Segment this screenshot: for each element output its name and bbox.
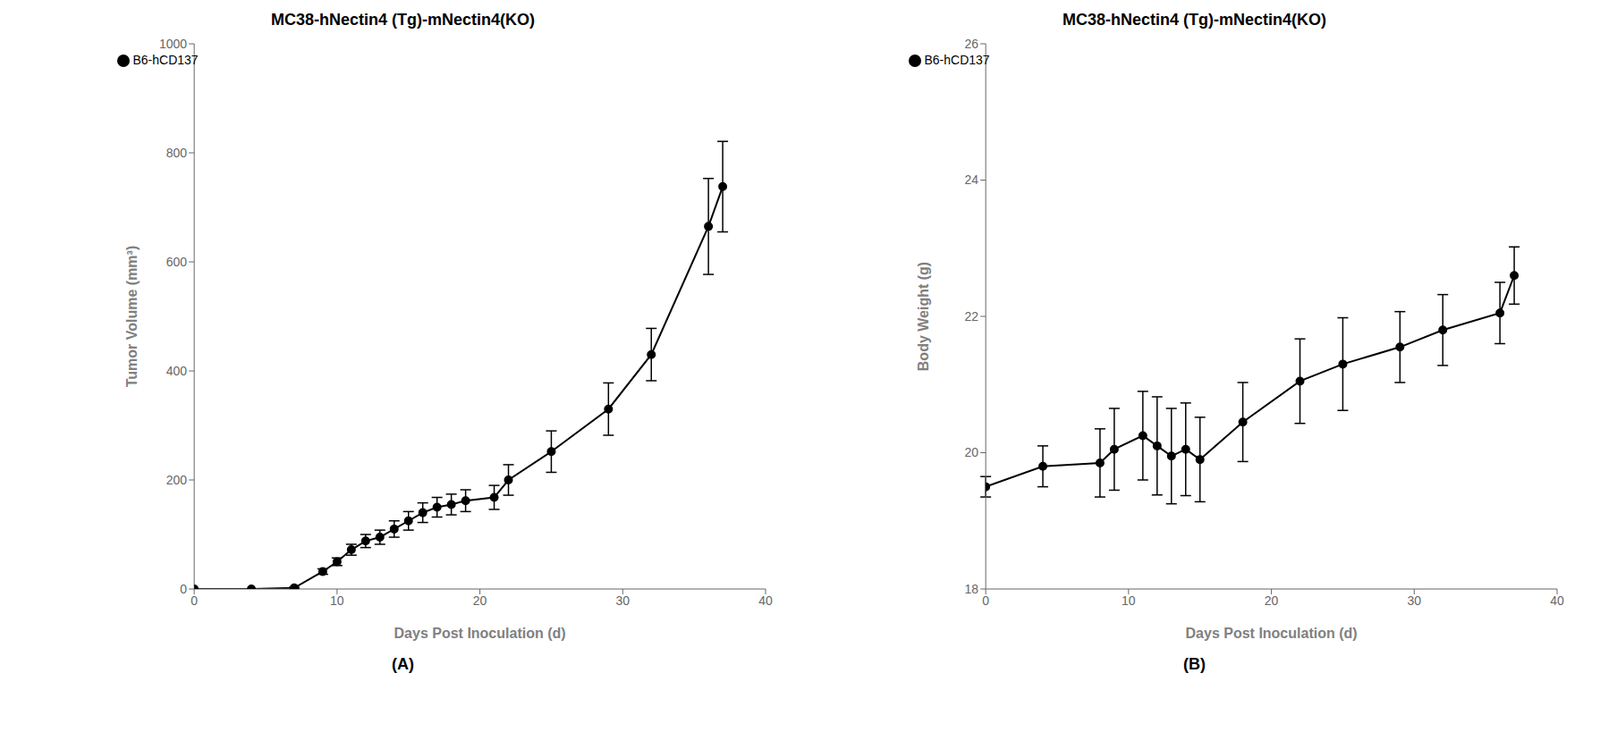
svg-text:Tumor Volume (mm³): Tumor Volume (mm³) <box>123 245 139 389</box>
svg-text:800: 800 <box>165 145 187 161</box>
html-text:(B): (B) <box>1183 655 1206 674</box>
html-text:MC38-hNectin4 (Tg)-mNectin4(KO: MC38-hNectin4 (Tg)-mNectin4(KO) <box>270 10 535 29</box>
svg-text:40: 40 <box>1549 593 1565 609</box>
svg-text:26: 26 <box>964 36 979 51</box>
svg-text:20: 20 <box>1263 593 1279 609</box>
svg-text:20: 20 <box>964 445 979 460</box>
svg-text:30: 30 <box>615 593 630 609</box>
svg-text:20: 20 <box>472 593 487 609</box>
svg-text:Days Post Inoculation (d): Days Post Inoculation (d) <box>1185 626 1357 642</box>
svg-text:10: 10 <box>1121 593 1136 609</box>
svg-text:24: 24 <box>964 172 979 187</box>
html-text:MC38-hNectin4 (Tg)-mNectin4(KO: MC38-hNectin4 (Tg)-mNectin4(KO) <box>1062 10 1327 29</box>
svg-text:400: 400 <box>165 364 187 379</box>
svg-text:10: 10 <box>330 593 345 609</box>
svg-text:200: 200 <box>165 473 187 488</box>
svg-text:0: 0 <box>179 582 187 597</box>
svg-text:40: 40 <box>758 593 773 609</box>
svg-text:Days Post Inoculation (d): Days Post Inoculation (d) <box>393 626 566 642</box>
svg-text:0: 0 <box>982 593 990 609</box>
svg-text:22: 22 <box>964 309 979 324</box>
svg-text:600: 600 <box>165 254 187 270</box>
html-text:(A): (A) <box>391 655 415 674</box>
svg-text:Body Weight (g): Body Weight (g) <box>914 262 931 372</box>
html-text:B6-hCD137: B6-hCD137 <box>924 52 990 68</box>
html-text:B6-hCD137: B6-hCD137 <box>132 52 199 68</box>
svg-text:30: 30 <box>1406 593 1422 609</box>
svg-text:18: 18 <box>964 582 979 597</box>
svg-text:1000: 1000 <box>159 36 187 51</box>
svg-text:0: 0 <box>190 593 198 609</box>
